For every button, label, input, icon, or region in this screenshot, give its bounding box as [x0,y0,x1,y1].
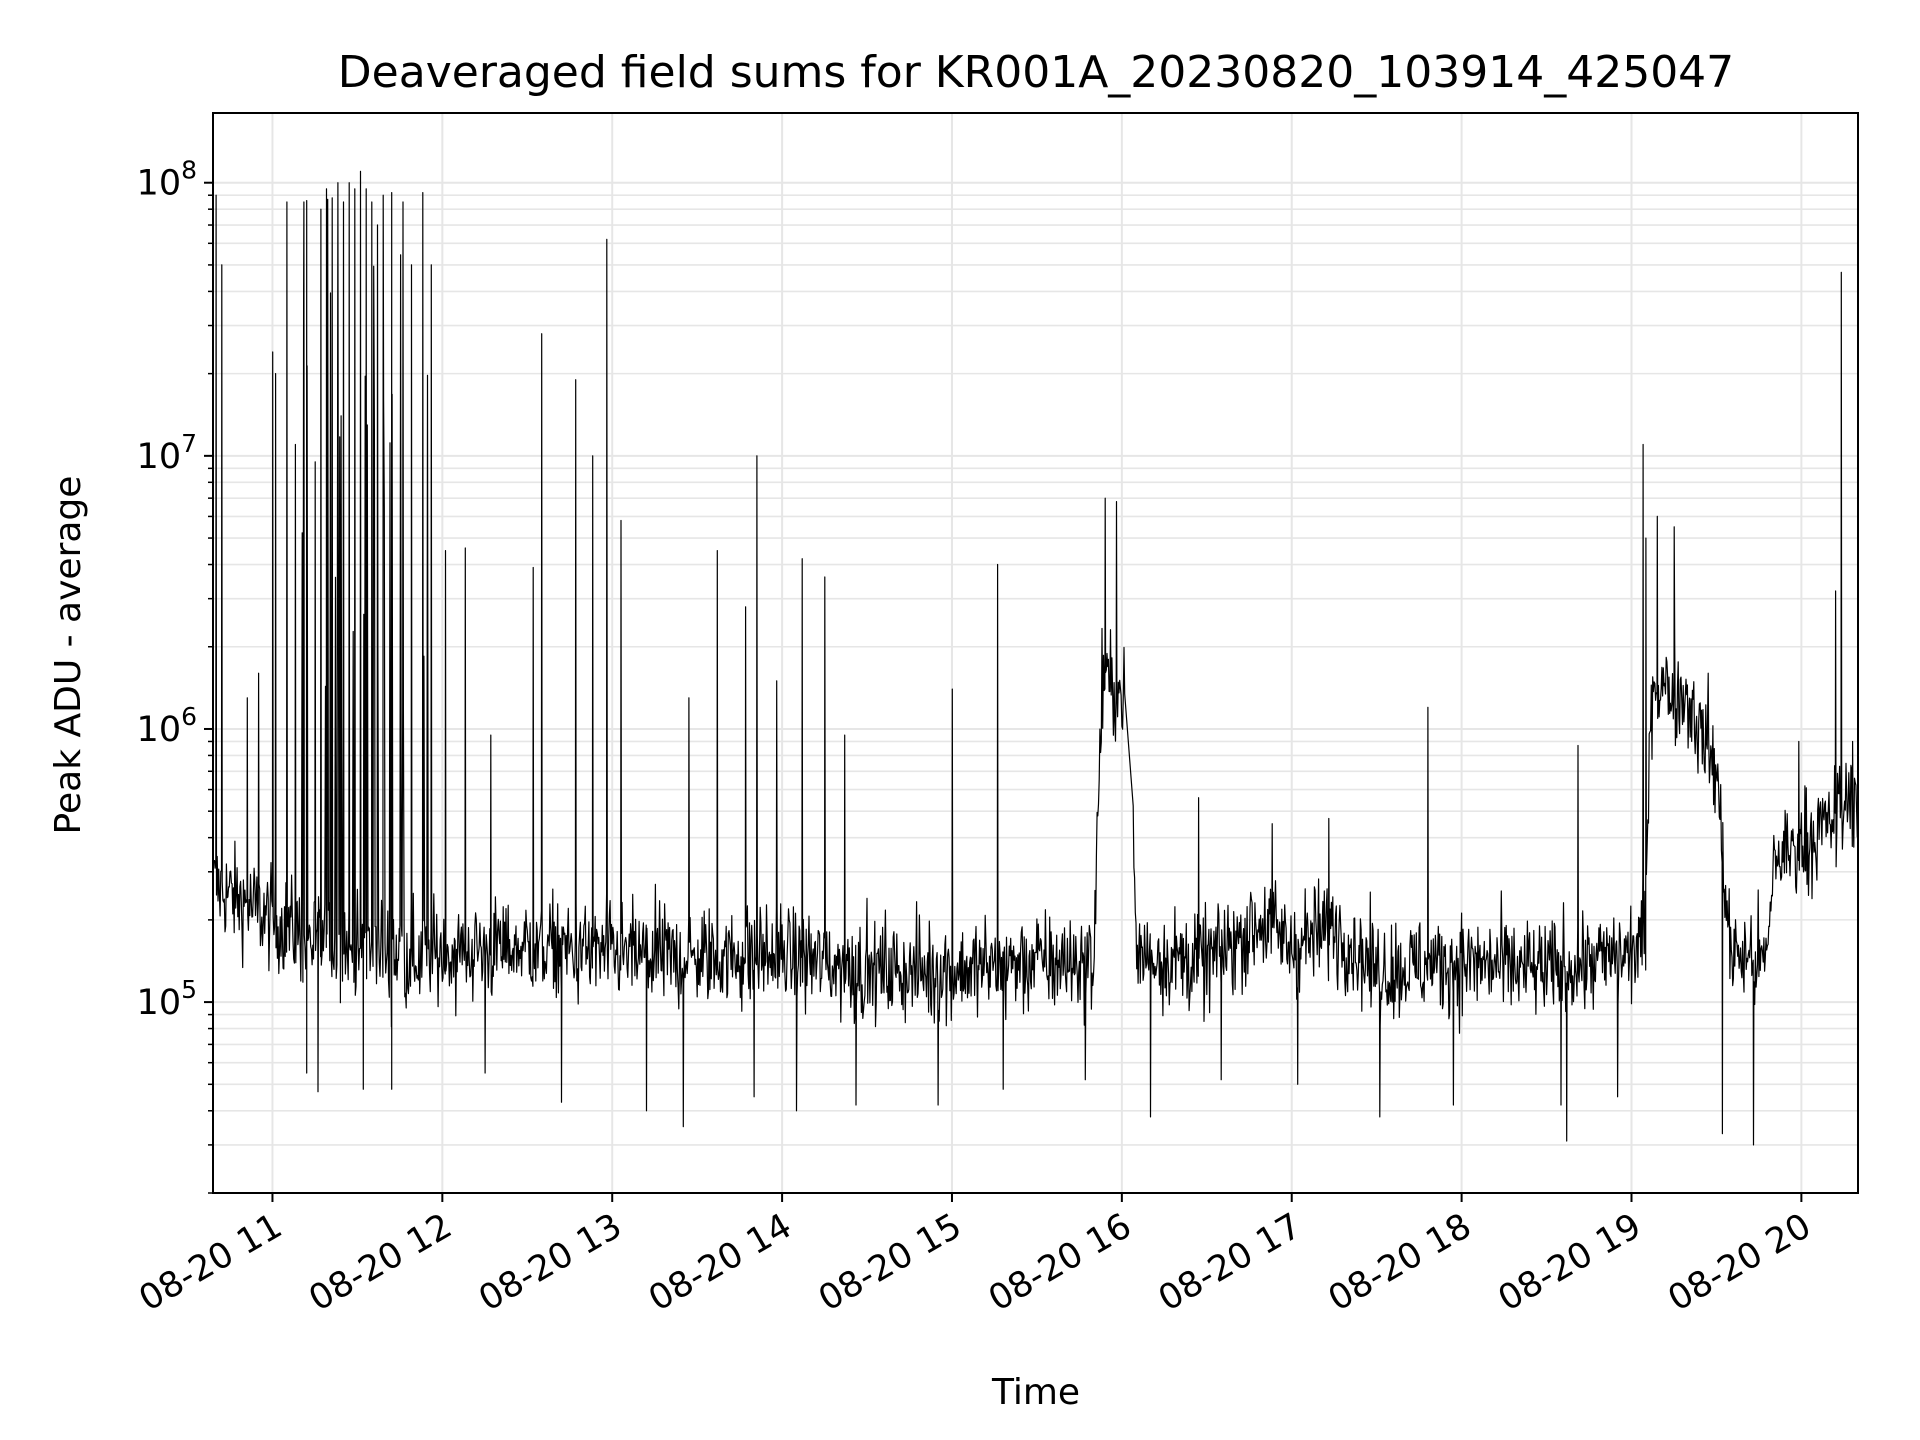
y-tick-label: 106 [137,702,197,750]
y-tick-label: 107 [137,429,197,477]
y-tick-label: 105 [137,975,197,1023]
plot-frame [212,112,1859,1194]
y-axis: 105 106 107 108 [137,156,213,1194]
series-line [213,170,1859,1146]
data-line [213,170,1859,1146]
grid [213,113,1858,1194]
y-tick-label: 108 [137,156,197,204]
chart-title: Deaveraged field sums for KR001A_2023082… [338,47,1734,98]
x-axis-label: Time [991,1372,1080,1413]
y-axis-label: Peak ADU - average [48,476,89,835]
